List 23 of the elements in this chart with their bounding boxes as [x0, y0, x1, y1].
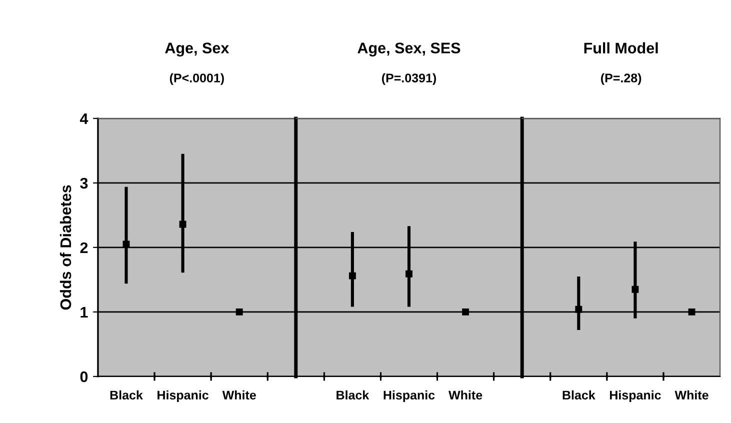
x-tick-label: White: [222, 390, 256, 400]
x-tick-label: Black: [562, 390, 596, 400]
chart-title: Age, Sex: [165, 42, 230, 57]
x-tick-label: Hispanic: [158, 390, 208, 402]
chart-subtitle: (P=.28): [601, 73, 642, 85]
y-axis-title: Odds of Diabetes: [60, 185, 72, 310]
y-tick-label: 0: [80, 371, 88, 382]
y-tick-label: 2: [80, 242, 88, 253]
x-tick-label: Hispanic: [384, 390, 435, 402]
x-tick-label: Black: [110, 390, 143, 400]
chart-subtitle: (P=.0391): [382, 73, 436, 85]
y-tick-label: 1: [80, 306, 88, 318]
x-tick-label: White: [448, 390, 482, 400]
x-tick-label: White: [674, 390, 708, 400]
chart-title: Full Model: [584, 42, 658, 54]
x-tick-label: Hispanic: [610, 390, 661, 402]
y-tick-label: 4: [80, 113, 88, 124]
chart-subtitle: (P<.0001): [170, 73, 224, 85]
point: [179, 220, 186, 228]
point: [122, 240, 130, 248]
y-tick-label: 3: [80, 178, 88, 189]
x-tick-label: Black: [336, 390, 370, 400]
chart-title: Age, Sex, SES: [358, 42, 460, 57]
